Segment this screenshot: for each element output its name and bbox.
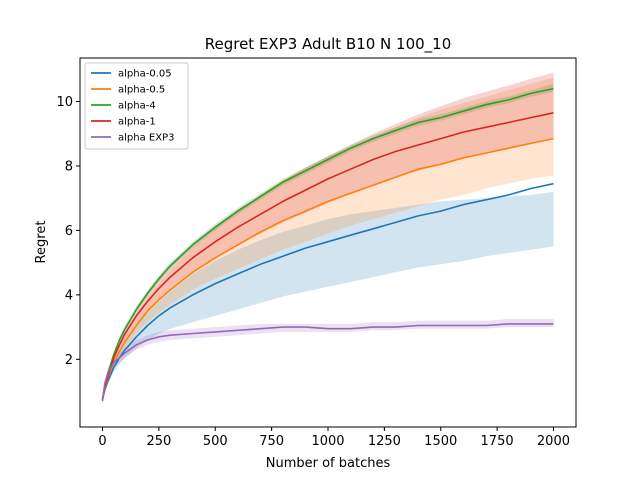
- x-tick-label: 500: [203, 434, 228, 449]
- x-tick-label: 1750: [481, 434, 514, 449]
- x-tick-label: 1000: [311, 434, 344, 449]
- y-tick-label: 4: [65, 288, 73, 303]
- band-alpha-0-05: [102, 191, 554, 403]
- legend-label-alpha-exp3: alpha EXP3: [118, 133, 174, 144]
- line-alpha-exp3: [101, 323, 554, 402]
- band-alpha-1: [102, 72, 554, 402]
- y-tick-label: 6: [65, 224, 73, 239]
- y-tick-label: 10: [56, 95, 73, 110]
- band-alpha-0-5: [102, 77, 554, 402]
- x-tick-label: 1500: [424, 434, 457, 449]
- x-tick-label: 750: [259, 434, 284, 449]
- x-axis-label: Number of batches: [266, 456, 391, 471]
- series-lines: [101, 87, 554, 402]
- x-axis: 0 250 500 750 1000 1250 1500 1750 2000: [98, 427, 570, 449]
- y-axis: 2 4 6 8 10: [56, 95, 80, 368]
- y-axis-label: Regret: [34, 221, 49, 264]
- line-alpha-4: [101, 87, 554, 400]
- y-tick-label: 2: [65, 353, 73, 368]
- legend: alpha-0.05 alpha-0.5 alpha-4 alpha-1 alpha E…: [84, 62, 189, 150]
- x-tick-label: 1250: [368, 434, 401, 449]
- legend-box: [84, 62, 189, 150]
- x-tick-label: 0: [98, 434, 106, 449]
- legend-label-alpha-1: alpha-1: [118, 117, 156, 128]
- line-alpha-0-05: [101, 182, 554, 400]
- confidence-bands: [102, 72, 554, 405]
- legend-label-alpha-0-05: alpha-0.05: [118, 69, 172, 80]
- line-alpha-1: [101, 112, 554, 400]
- legend-label-alpha-4: alpha-4: [118, 101, 156, 112]
- chart-title: Regret EXP3 Adult B10 N 100_10: [205, 35, 452, 54]
- legend-label-alpha-0-5: alpha-0.5: [118, 85, 165, 96]
- x-tick-label: 2000: [537, 434, 570, 449]
- line-alpha-0-5: [101, 137, 554, 400]
- x-tick-label: 250: [146, 434, 171, 449]
- band-alpha-4: [102, 83, 554, 402]
- y-tick-label: 8: [65, 159, 73, 174]
